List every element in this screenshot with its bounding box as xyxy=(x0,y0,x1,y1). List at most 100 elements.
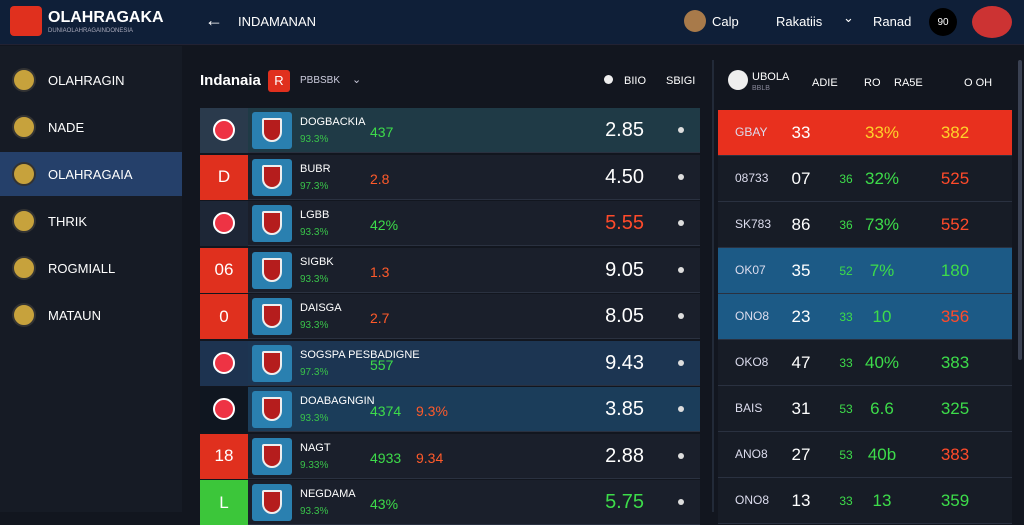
nav-label: OLAHRAGIN xyxy=(48,72,125,88)
list-row[interactable]: D BUBR 97.3% 2.8 4.50 xyxy=(200,154,700,200)
table-cell: 383 xyxy=(940,353,970,372)
row-dot[interactable] xyxy=(678,220,684,226)
table-row[interactable]: OK07 35 52 7% 180 xyxy=(718,248,1012,294)
logo[interactable] xyxy=(10,6,42,36)
table-row[interactable]: OKO8 47 33 40% 383 xyxy=(718,340,1012,386)
nav-item[interactable]: MATAUN xyxy=(0,293,182,337)
row-dot[interactable] xyxy=(678,359,684,366)
row-change: 9.3% xyxy=(416,403,448,419)
row-dot[interactable] xyxy=(678,313,684,319)
list-row[interactable]: L NEGDAMA 93.3% 43% 5.75 xyxy=(200,480,700,525)
nav-item[interactable]: OLAHRAGAIA xyxy=(0,152,182,196)
row-name: DOABAGNGIN xyxy=(300,395,375,407)
table-row[interactable]: BAIS 31 53 6.6 325 xyxy=(718,386,1012,432)
nav-icon xyxy=(12,115,36,139)
logo-subtitle: DUNIAOLAHRAGAINDONESIA xyxy=(48,28,134,34)
row-dot[interactable] xyxy=(678,127,684,133)
top-bar: OLAHRAGAKA DUNIAOLAHRAGAINDONESIA ← INDA… xyxy=(0,0,1024,45)
row-name: SIGBK xyxy=(300,255,334,268)
row-sub: 93.3% xyxy=(300,134,329,145)
filter-caret[interactable]: ⌄ xyxy=(352,74,362,86)
row-dot[interactable] xyxy=(678,173,684,180)
row-dot[interactable] xyxy=(678,499,684,505)
row-icon xyxy=(213,212,235,234)
user-item[interactable]: Rakatiis xyxy=(776,14,823,29)
table-cell: OKO8 xyxy=(735,355,769,369)
table-subtitle: BBLB xyxy=(752,85,770,92)
row-change: 2.7 xyxy=(370,310,390,326)
row-dot[interactable] xyxy=(678,452,684,459)
table-cell: ONO8 xyxy=(735,309,770,323)
table-cell: 359 xyxy=(940,491,970,510)
page-title: INDAMANAN xyxy=(238,14,317,29)
nav-icon xyxy=(12,68,36,92)
row-score: 8.05 xyxy=(605,305,644,327)
row-icon xyxy=(213,398,235,420)
logo-title: OLAHRAGAKA xyxy=(48,9,164,26)
table-cell: 40% xyxy=(864,353,900,372)
nav-item[interactable]: NADE xyxy=(0,105,182,149)
table-row[interactable]: ONO8 13 33 13 359 xyxy=(718,478,1012,524)
crest xyxy=(252,112,292,149)
user-item[interactable]: Ranad xyxy=(873,14,912,29)
table-cell: 33 xyxy=(839,356,853,370)
user-avatar[interactable] xyxy=(684,10,706,32)
nav-item[interactable]: OLAHRAGIN xyxy=(0,58,182,102)
row-box xyxy=(200,340,248,386)
table-row[interactable]: GBAY 33 33% 382 xyxy=(718,110,1012,156)
row-dot[interactable] xyxy=(678,266,684,273)
table-cell: 356 xyxy=(940,307,970,326)
table-row[interactable]: SK783 86 36 73% 552 xyxy=(718,202,1012,248)
column-label: BIIO xyxy=(624,75,647,87)
row-dot[interactable] xyxy=(678,406,684,412)
table-row[interactable]: ONO8 23 33 10 356 xyxy=(718,294,1012,340)
crest xyxy=(252,158,292,196)
nav-icon xyxy=(12,209,36,233)
scrollbar[interactable] xyxy=(1018,60,1022,360)
row-score: 2.85 xyxy=(605,119,644,141)
row-sub: 93.3% xyxy=(300,413,329,424)
table-cell: 53 xyxy=(839,448,853,462)
table-cell: 33 xyxy=(839,310,853,324)
row-name: DAISGA xyxy=(300,302,342,314)
table-cell: 383 xyxy=(940,445,970,464)
row-box xyxy=(200,387,248,432)
back-button[interactable]: ← xyxy=(205,10,223,30)
row-name: DOGBACKIA xyxy=(300,116,366,128)
crest-shield xyxy=(262,257,282,282)
table-cell: 525 xyxy=(940,169,970,188)
table-cell: 32% xyxy=(864,169,900,188)
table-cell: 325 xyxy=(940,399,970,418)
crest-shield xyxy=(262,350,282,375)
user-item[interactable]: Calp xyxy=(712,14,739,29)
table-cell: 10 xyxy=(872,307,892,326)
row-score: 5.55 xyxy=(605,212,644,234)
nav-item[interactable]: ROGMIALL xyxy=(0,246,182,290)
list-row[interactable]: LGBB 93.3% 42% 5.55 xyxy=(200,201,700,246)
row-name: SOGSPA PESBADIGNE xyxy=(300,348,420,361)
table-row[interactable]: ANO8 27 53 40b 383 xyxy=(718,432,1012,478)
table-cell: SK783 xyxy=(735,217,772,231)
caret[interactable]: ⌄ xyxy=(843,10,854,25)
table-row[interactable]: 08733 07 36 32% 525 xyxy=(718,156,1012,202)
table-cell: 53 xyxy=(839,402,853,416)
list-row[interactable]: DOABAGNGIN 93.3% 4374 9.3% 3.85 xyxy=(200,387,700,432)
row-box: D xyxy=(200,154,248,200)
table-cell: 382 xyxy=(940,123,970,142)
list-row[interactable]: DOGBACKIA 93.3% 437 2.85 xyxy=(200,108,700,153)
table-cell: GBAY xyxy=(735,125,768,139)
badge[interactable]: 90 xyxy=(929,8,957,36)
list-row[interactable]: 06 SIGBK 93.3% 1.3 9.05 xyxy=(200,247,700,293)
list-row[interactable]: SOGSPA PESBADIGNE 97.3% 557 9.43 xyxy=(200,340,700,386)
list-row[interactable]: 18 NAGT 9.33% 4933 9.34 2.88 xyxy=(200,433,700,479)
nav-item[interactable]: THRIK xyxy=(0,199,182,243)
avatar[interactable] xyxy=(972,6,1012,38)
table-cell: ONO8 xyxy=(735,493,770,507)
table-cell: 13 xyxy=(872,491,892,510)
row-change: 2.8 xyxy=(370,170,390,187)
row-name: NEGDAMA xyxy=(300,488,356,500)
filter[interactable]: PBBSBK xyxy=(300,75,341,86)
row-name: LGBB xyxy=(300,209,330,221)
list-row[interactable]: 0 DAISGA 93.3% 2.7 8.05 xyxy=(200,294,700,339)
